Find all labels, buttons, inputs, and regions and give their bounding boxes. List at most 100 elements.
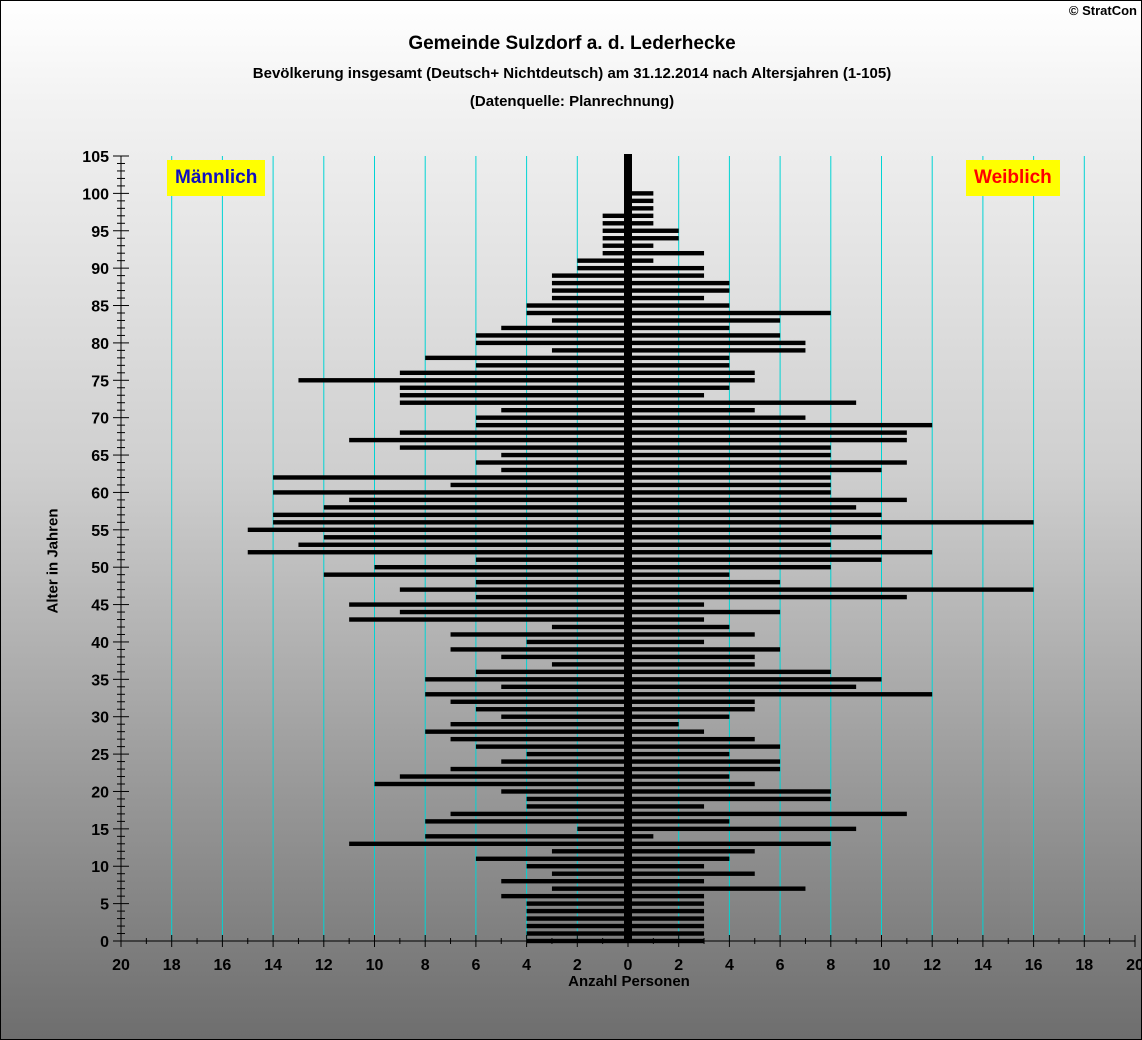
bar-weiblich [628,475,831,480]
bar-weiblich [628,669,831,675]
bar-weiblich [628,594,907,600]
bar-maennlich [475,579,628,585]
bar-weiblich [628,415,806,420]
bar-maennlich [602,213,628,219]
y-tick-label: 60 [91,485,109,502]
y-tick-label: 95 [91,224,109,241]
bar-weiblich [628,295,705,301]
bar-weiblich [628,422,933,428]
bar-maennlich [501,452,628,458]
x-tick-label: 14 [974,957,992,974]
bar-maennlich [577,265,628,271]
bar-maennlich [501,893,628,899]
bar-maennlich [425,355,628,361]
bar-weiblich [628,280,730,286]
bar-weiblich [628,826,857,832]
bar-weiblich [628,714,730,719]
bar-maennlich [501,878,628,884]
bar-weiblich [628,624,730,630]
bar-weiblich [628,430,907,435]
y-tick-label: 15 [91,822,109,839]
bar-weiblich [628,789,831,794]
y-tick-label: 45 [91,598,109,615]
bar-maennlich [450,632,628,637]
bar-maennlich [273,475,628,480]
bar-maennlich [526,310,628,316]
bar-maennlich [602,243,628,248]
bar-weiblich [628,841,831,847]
bar-maennlich [526,916,628,921]
bar-maennlich [374,564,628,570]
y-tick-label: 0 [100,934,109,951]
bar-weiblich [628,587,1034,592]
bar-maennlich [273,512,628,518]
x-tick-label: 12 [315,957,333,974]
bar-weiblich [628,228,679,233]
bar-weiblich [628,721,679,727]
bar-weiblich [628,632,755,637]
bar-weiblich [628,191,654,196]
bar-maennlich [551,280,628,286]
bar-weiblich [628,325,730,331]
bar-weiblich [628,535,882,540]
bar-weiblich [628,654,755,660]
bar-maennlich [475,557,628,562]
x-tick-label: 16 [1025,957,1043,974]
bar-maennlich [526,639,628,645]
x-tick-label: 20 [1126,957,1142,974]
x-tick-label: 2 [674,957,683,974]
bar-weiblich [628,774,730,779]
bar-maennlich [247,527,628,533]
bar-weiblich [628,766,781,772]
bar-maennlich [551,662,628,667]
bar-maennlich [247,550,628,555]
bar-weiblich [628,819,730,824]
y-tick-label: 55 [91,523,109,540]
bar-maennlich [399,445,628,450]
bar-maennlich [475,594,628,600]
y-tick-label: 105 [82,149,109,166]
bar-maennlich [399,385,628,390]
bar-weiblich [628,692,933,697]
bar-weiblich [628,931,705,936]
bar-maennlich [526,938,628,944]
y-tick-label: 20 [91,784,109,801]
bar-weiblich [628,542,831,547]
bar-maennlich [602,250,628,256]
bar-maennlich [577,258,628,263]
y-tick-label: 10 [91,859,109,876]
bar-maennlich [399,370,628,376]
bar-maennlich [323,572,628,577]
bar-maennlich [577,826,628,832]
bar-weiblich [628,393,705,398]
bar-maennlich [501,684,628,690]
bar-maennlich [526,923,628,929]
bar-maennlich [551,849,628,854]
bar-maennlich [399,587,628,592]
x-tick-label: 8 [826,957,835,974]
bar-weiblich [628,856,730,861]
x-tick-label: 16 [214,957,232,974]
bar-maennlich [475,415,628,420]
bar-weiblich [628,662,755,667]
bar-weiblich [628,520,1034,525]
bar-maennlich [475,422,628,428]
bar-maennlich [602,228,628,233]
bar-weiblich [628,751,730,757]
bar-weiblich [628,318,781,323]
bar-weiblich [628,736,755,742]
bar-weiblich [628,923,705,929]
bar-weiblich [628,564,831,570]
bar-maennlich [551,273,628,278]
bar-maennlich [374,781,628,787]
bar-maennlich [526,901,628,906]
bar-maennlich [526,303,628,308]
bar-weiblich [628,355,730,361]
bar-maennlich [501,407,628,413]
bar-weiblich [628,699,755,704]
bar-weiblich [628,437,907,443]
bar-weiblich [628,400,857,405]
chart-subtitle: Bevölkerung insgesamt (Deutsch+ Nichtdeu… [252,65,892,82]
bar-weiblich [628,550,933,555]
